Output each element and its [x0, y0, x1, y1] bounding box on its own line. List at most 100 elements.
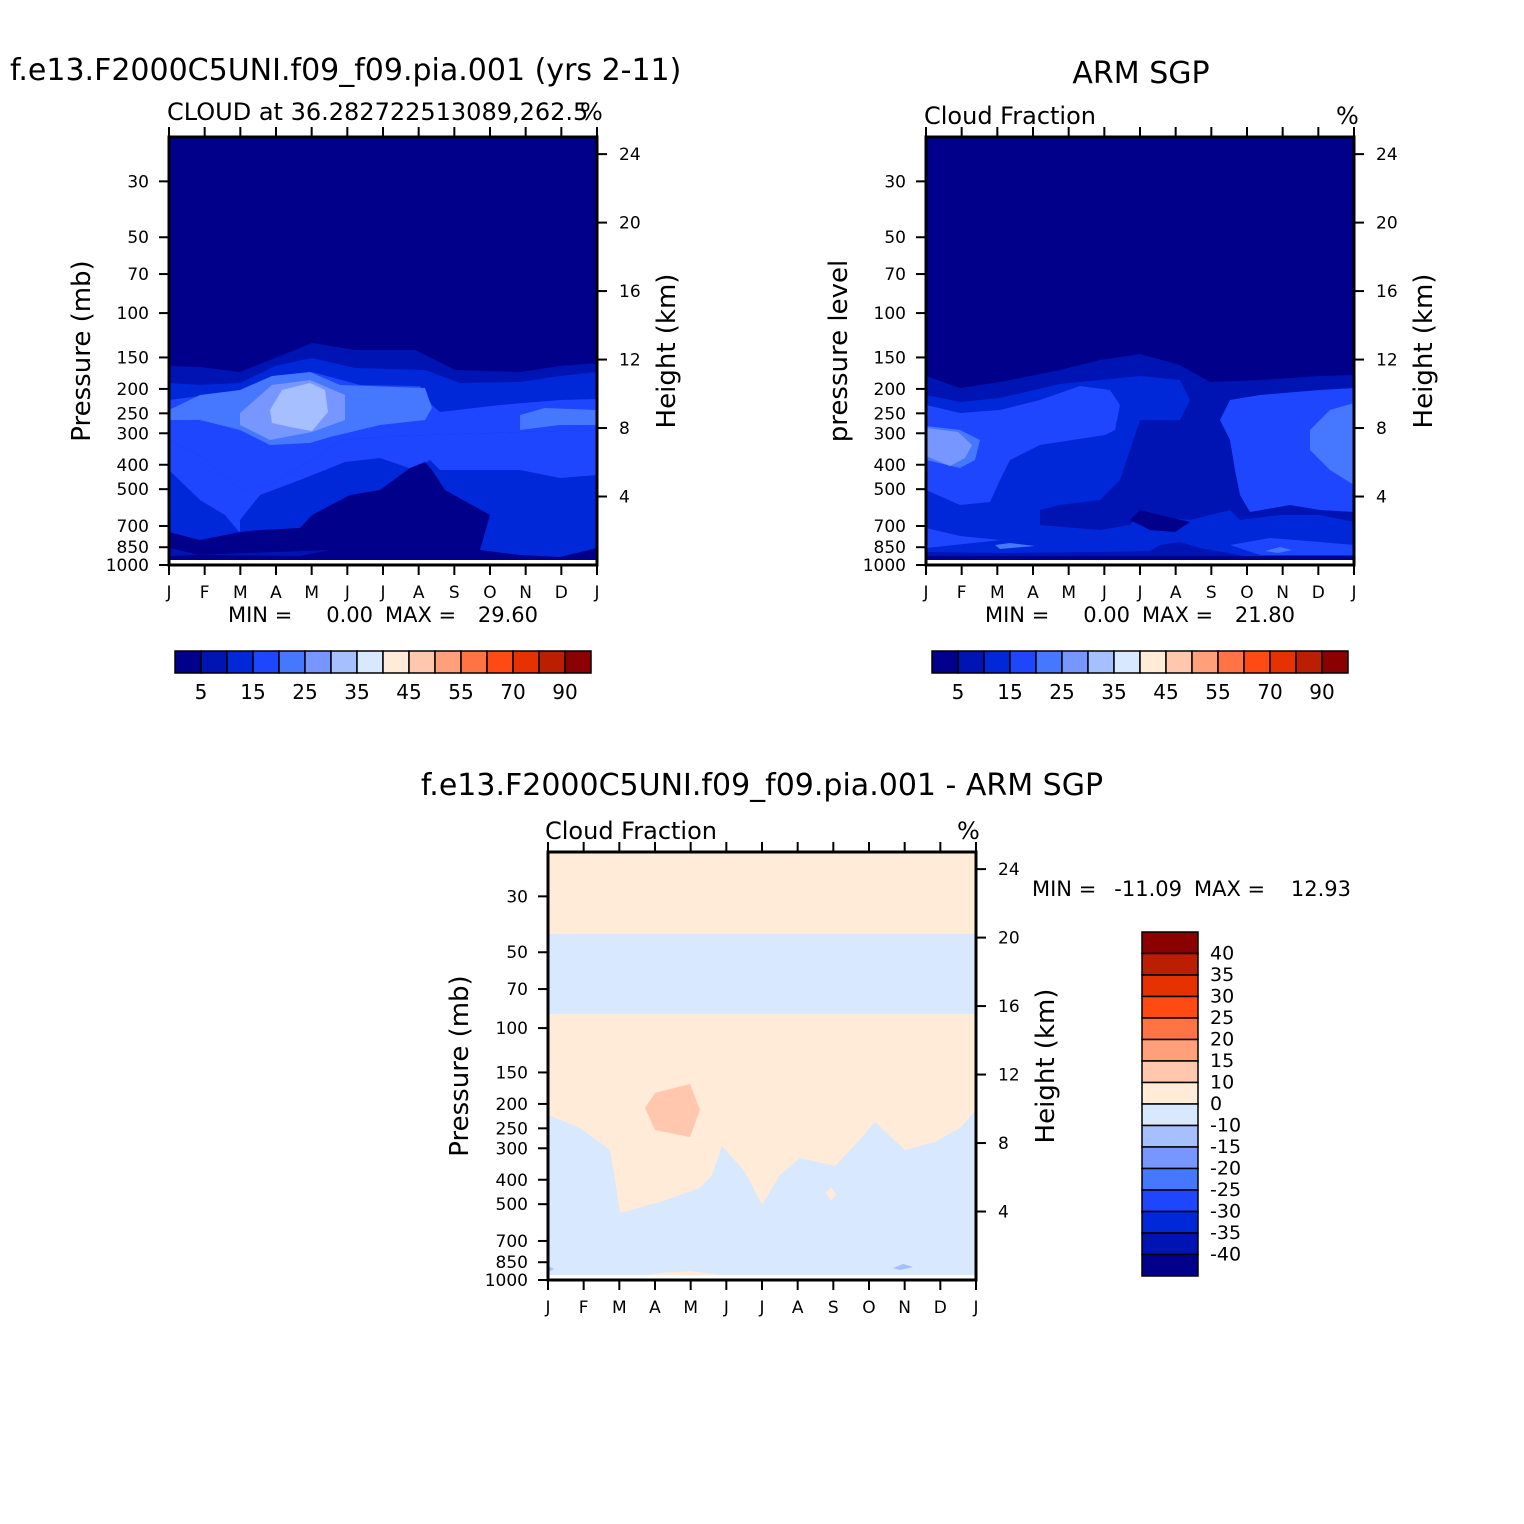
month-tick-label: S [449, 583, 460, 603]
colorbar-swatch [1141, 1124, 1199, 1148]
pressure-tick-label: 70 [506, 980, 528, 1000]
month-tick-label: J [379, 583, 385, 603]
colorbar-swatch [200, 650, 228, 674]
colorbar-swatch [1243, 650, 1271, 674]
month-tick-label: O [1240, 583, 1253, 603]
panel-diff-min-label: MIN = [1032, 877, 1096, 901]
panel-obs-height-axis: 4 8 12 16 20 24 [1354, 145, 1398, 508]
colorbar-label: 25 [292, 680, 317, 704]
panel-diff-left-title: Cloud Fraction [545, 817, 717, 845]
height-tick-label: 16 [619, 282, 641, 302]
month-tick-label: O [862, 1298, 875, 1318]
colorbar-swatch [538, 650, 566, 674]
height-tick-label: 16 [998, 997, 1020, 1017]
panel-model-max-label: MAX = [385, 603, 456, 627]
month-tick-label: O [483, 583, 496, 603]
month-tick-label: J [758, 1298, 764, 1318]
pressure-tick-label: 150 [496, 1063, 528, 1083]
month-tick-label: M [233, 583, 248, 603]
panel-obs-contour-fill [926, 137, 1354, 565]
panel-model-min-label: MIN = [228, 603, 292, 627]
colorbar-label: -35 [1210, 1222, 1241, 1244]
pressure-tick-label: 100 [874, 304, 906, 324]
pressure-tick-label: 100 [117, 304, 149, 324]
colorbar-label: 55 [448, 680, 473, 704]
colorbar-swatch [931, 650, 959, 674]
colorbar-label: 5 [952, 680, 965, 704]
month-tick-label: A [792, 1298, 804, 1318]
panel-diff-contour-fill [548, 852, 976, 1280]
pressure-tick-label: 50 [884, 228, 906, 248]
height-tick-label: 8 [619, 419, 630, 439]
month-tick-label: S [828, 1298, 839, 1318]
colorbar-swatch [1141, 1210, 1199, 1234]
colorbar-swatch [1295, 650, 1323, 674]
colorbar-swatch [1139, 650, 1167, 674]
colorbar-label: 90 [1309, 680, 1334, 704]
colorbar-label: -30 [1210, 1201, 1241, 1223]
colorbar-swatch [1321, 650, 1349, 674]
pressure-tick-label: 700 [874, 517, 906, 537]
pressure-tick-label: 500 [874, 480, 906, 500]
month-tick-label: A [1027, 583, 1039, 603]
colorbar-swatch [278, 650, 306, 674]
panel-diff-ylabel: Pressure (mb) [445, 975, 475, 1156]
pressure-tick-label: 200 [496, 1095, 528, 1115]
month-tick-label: M [612, 1298, 627, 1318]
colorbar-label: 40 [1210, 943, 1234, 965]
height-tick-label: 20 [998, 929, 1020, 949]
month-tick-label: J [1101, 583, 1107, 603]
colorbar-swatch [1141, 995, 1199, 1019]
panel-obs-suptitle: ARM SGP [1072, 56, 1209, 91]
colorbar-label: 25 [1210, 1007, 1234, 1029]
month-tick-label: A [270, 583, 282, 603]
colorbar-label: 35 [344, 680, 369, 704]
colorbar-label: 15 [997, 680, 1022, 704]
month-tick-label: J [344, 583, 350, 603]
colorbar-swatch [1061, 650, 1089, 674]
height-tick-label: 24 [1376, 145, 1398, 165]
colorbar-swatch [1141, 1232, 1199, 1256]
colorbar-label: -20 [1210, 1158, 1241, 1180]
colorbar-label: 15 [1210, 1050, 1234, 1072]
colorbar-swatch [1217, 650, 1245, 674]
colorbar-swatch [356, 650, 384, 674]
colorbar-swatch [1165, 650, 1193, 674]
colorbar-swatch [957, 650, 985, 674]
pressure-tick-label: 250 [874, 404, 906, 424]
height-tick-label: 24 [998, 860, 1020, 880]
month-tick-label: S [1206, 583, 1217, 603]
colorbar-swatch [1141, 1253, 1199, 1277]
colorbar-swatch [1141, 1189, 1199, 1213]
colorbar-label: -10 [1210, 1115, 1241, 1137]
colorbar-swatch [564, 650, 592, 674]
height-tick-label: 20 [1376, 214, 1398, 234]
colorbar-swatch [1113, 650, 1141, 674]
pressure-tick-label: 400 [874, 456, 906, 476]
colorbar-label: 45 [396, 680, 421, 704]
colorbar-swatch [226, 650, 254, 674]
colorbar-swatch [1141, 1146, 1199, 1170]
panel-obs-max-value: 21.80 [1235, 603, 1295, 627]
month-tick-label: F [957, 583, 967, 603]
panel-model-min-value: 0.00 [326, 603, 373, 627]
pressure-tick-label: 500 [117, 480, 149, 500]
panel-diff-max-label: MAX = [1194, 877, 1265, 901]
month-tick-label: D [1312, 583, 1325, 603]
panel-diff-max-value: 12.93 [1291, 877, 1351, 901]
pressure-tick-label: 1000 [485, 1271, 528, 1291]
colorbar-swatch [486, 650, 514, 674]
colorbar-swatch [460, 650, 488, 674]
panel-model-colorbar: 5 15 25 35 45 55 70 90 [174, 650, 592, 704]
pressure-tick-label: 850 [496, 1253, 528, 1273]
height-tick-label: 12 [998, 1066, 1020, 1086]
panel-model-max-value: 29.60 [478, 603, 538, 627]
month-tick-label: M [304, 583, 319, 603]
panel-obs-right-title: % [1336, 102, 1359, 130]
panel-obs-max-label: MAX = [1142, 603, 1213, 627]
pressure-tick-label: 250 [117, 404, 149, 424]
height-tick-label: 8 [998, 1134, 1009, 1154]
month-tick-label: F [200, 583, 210, 603]
